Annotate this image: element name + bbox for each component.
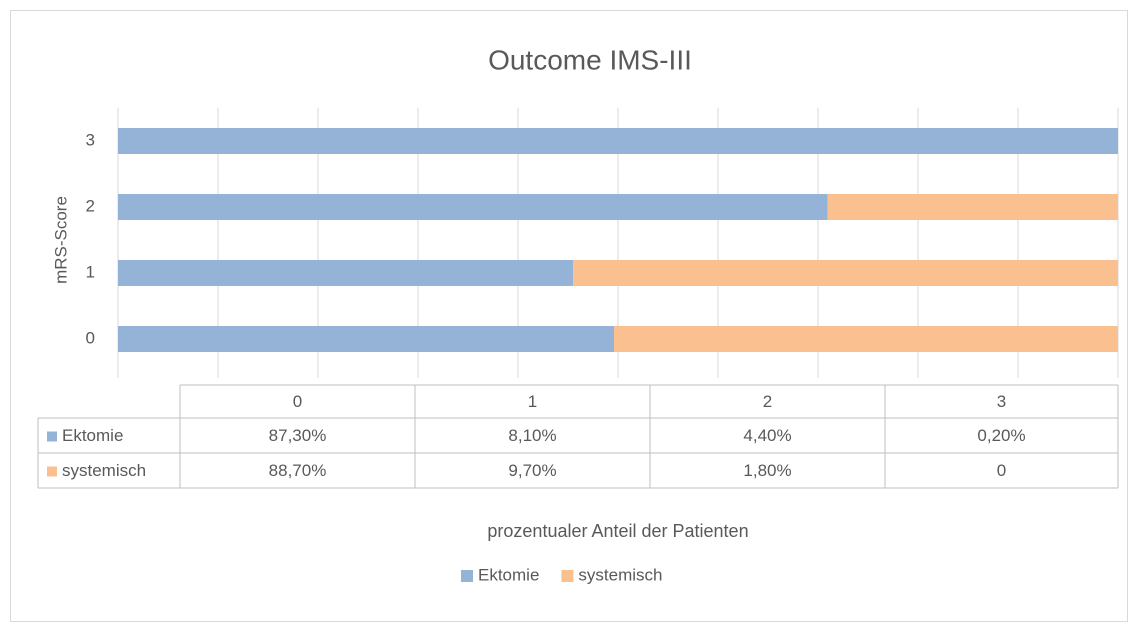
table-cell: 87,30% [269, 426, 327, 445]
table-legend-key [47, 466, 57, 477]
bar-segment [827, 194, 1118, 220]
table-header: 1 [528, 392, 537, 411]
legend-label: Ektomie [478, 565, 539, 584]
table-cell: 88,70% [269, 461, 327, 480]
x-axis-title: prozentualer Anteil der Patienten [487, 521, 748, 541]
bar-segment [118, 326, 615, 352]
chart-title: Outcome IMS-III [488, 44, 692, 75]
y-tick-label: 0 [86, 328, 95, 347]
y-tick-label: 3 [86, 130, 95, 149]
table-legend-key [47, 431, 57, 442]
table-cell: 4,40% [743, 426, 791, 445]
table-cell: 8,10% [508, 426, 556, 445]
table-header: 2 [763, 392, 772, 411]
y-tick-label: 2 [86, 196, 95, 215]
y-tick-label: 1 [86, 262, 95, 281]
bar-segment [573, 260, 1118, 286]
table-cell: 9,70% [508, 461, 556, 480]
legend-key [561, 570, 574, 582]
table-header: 0 [293, 392, 302, 411]
chart-border [10, 10, 1128, 622]
legend-label: systemisch [578, 565, 662, 584]
table-cell: 0,20% [977, 426, 1025, 445]
table-row-label: systemisch [62, 461, 146, 480]
legend-key [461, 570, 473, 582]
bar-segment [118, 260, 574, 286]
bar-segment [614, 326, 1118, 352]
bar-segment [118, 194, 828, 220]
bar-segment [118, 128, 1118, 154]
table-header: 3 [997, 392, 1006, 411]
table-cell: 0 [997, 461, 1006, 480]
y-axis-title: mRS-Score [51, 196, 70, 284]
table-cell: 1,80% [743, 461, 791, 480]
table-row-label: Ektomie [62, 426, 123, 445]
